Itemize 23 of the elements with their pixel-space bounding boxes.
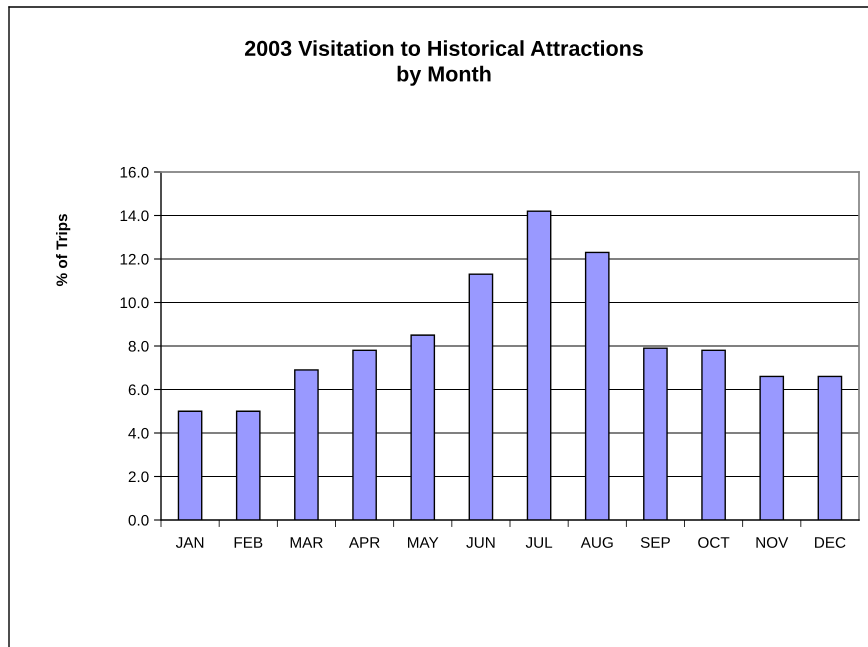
y-tick-label: 12.0	[120, 254, 149, 265]
x-tick-label: JAN	[176, 537, 204, 548]
x-tick-label: SEP	[640, 537, 670, 548]
x-tick-label: JUN	[466, 537, 495, 548]
x-tick-label: MAY	[408, 537, 438, 548]
x-tick-label: DEC	[815, 537, 846, 548]
y-tick-label: 0.0	[128, 514, 149, 526]
x-tick-label: JUL	[526, 537, 552, 548]
y-tick-label: 6.0	[128, 384, 149, 396]
y-tick-label: 10.0	[120, 297, 149, 308]
x-tick-label: MAR	[290, 537, 323, 548]
y-tick-label: 2.0	[128, 471, 149, 482]
x-tick-label: AUG	[580, 537, 613, 548]
y-axis-title: % of Trips	[56, 214, 70, 286]
y-tick-label: 8.0	[128, 340, 149, 352]
y-tick-label: 16.0	[120, 166, 149, 178]
x-tick-label: OCT	[698, 537, 730, 548]
y-tick-label: 14.0	[120, 210, 149, 222]
y-tick-label: 4.0	[128, 428, 149, 439]
x-tick-label: NOV	[756, 537, 788, 548]
x-tick-label: FEB	[234, 537, 262, 548]
chart-title: 2003 Visitation to Historical Attractions by Month	[244, 40, 643, 86]
x-tick-label: APR	[348, 537, 380, 548]
